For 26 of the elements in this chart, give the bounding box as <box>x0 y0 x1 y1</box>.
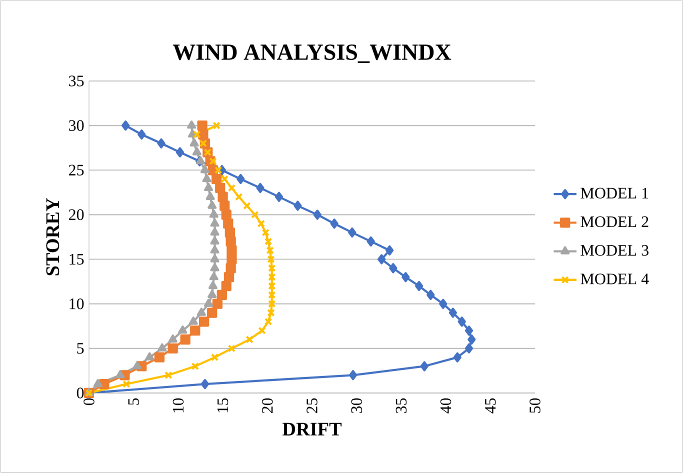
y-tick-label: 25 <box>69 164 84 176</box>
y-tick-label: 15 <box>70 254 84 265</box>
y-tick-label: 30 <box>69 120 84 131</box>
y-axis-title: STOREY <box>46 198 60 276</box>
y-tick-label: 5 <box>77 343 84 354</box>
x-tick-label: 45 <box>485 398 496 414</box>
legend-label: MODEL 3 <box>580 244 648 256</box>
y-tick-label: 10 <box>70 298 84 310</box>
x-tick-label: 40 <box>440 398 452 414</box>
x-tick-label: 15 <box>217 398 228 412</box>
x-tick-label: 25 <box>306 398 318 413</box>
legend-label: MODEL 4 <box>580 274 649 284</box>
y-tick-label: 35 <box>69 76 84 86</box>
x-tick-label: 5 <box>128 398 139 405</box>
chart-title: WIND ANALYSIS_WINDX <box>172 44 452 63</box>
x-tick-label: 20 <box>262 398 273 413</box>
x-tick-label: 30 <box>351 398 362 413</box>
x-axis-title: DRIFT <box>282 422 342 436</box>
x-tick-label: 0 <box>84 398 94 406</box>
y-tick-label: 0 <box>76 388 84 398</box>
legend-label: MODEL 2 <box>580 216 648 228</box>
x-tick-label: 10 <box>172 398 184 412</box>
x-tick-label: 35 <box>396 398 407 413</box>
legend-label: MODEL 1 <box>580 188 648 199</box>
y-tick-label: 20 <box>69 209 84 220</box>
x-tick-label: 50 <box>530 398 540 413</box>
